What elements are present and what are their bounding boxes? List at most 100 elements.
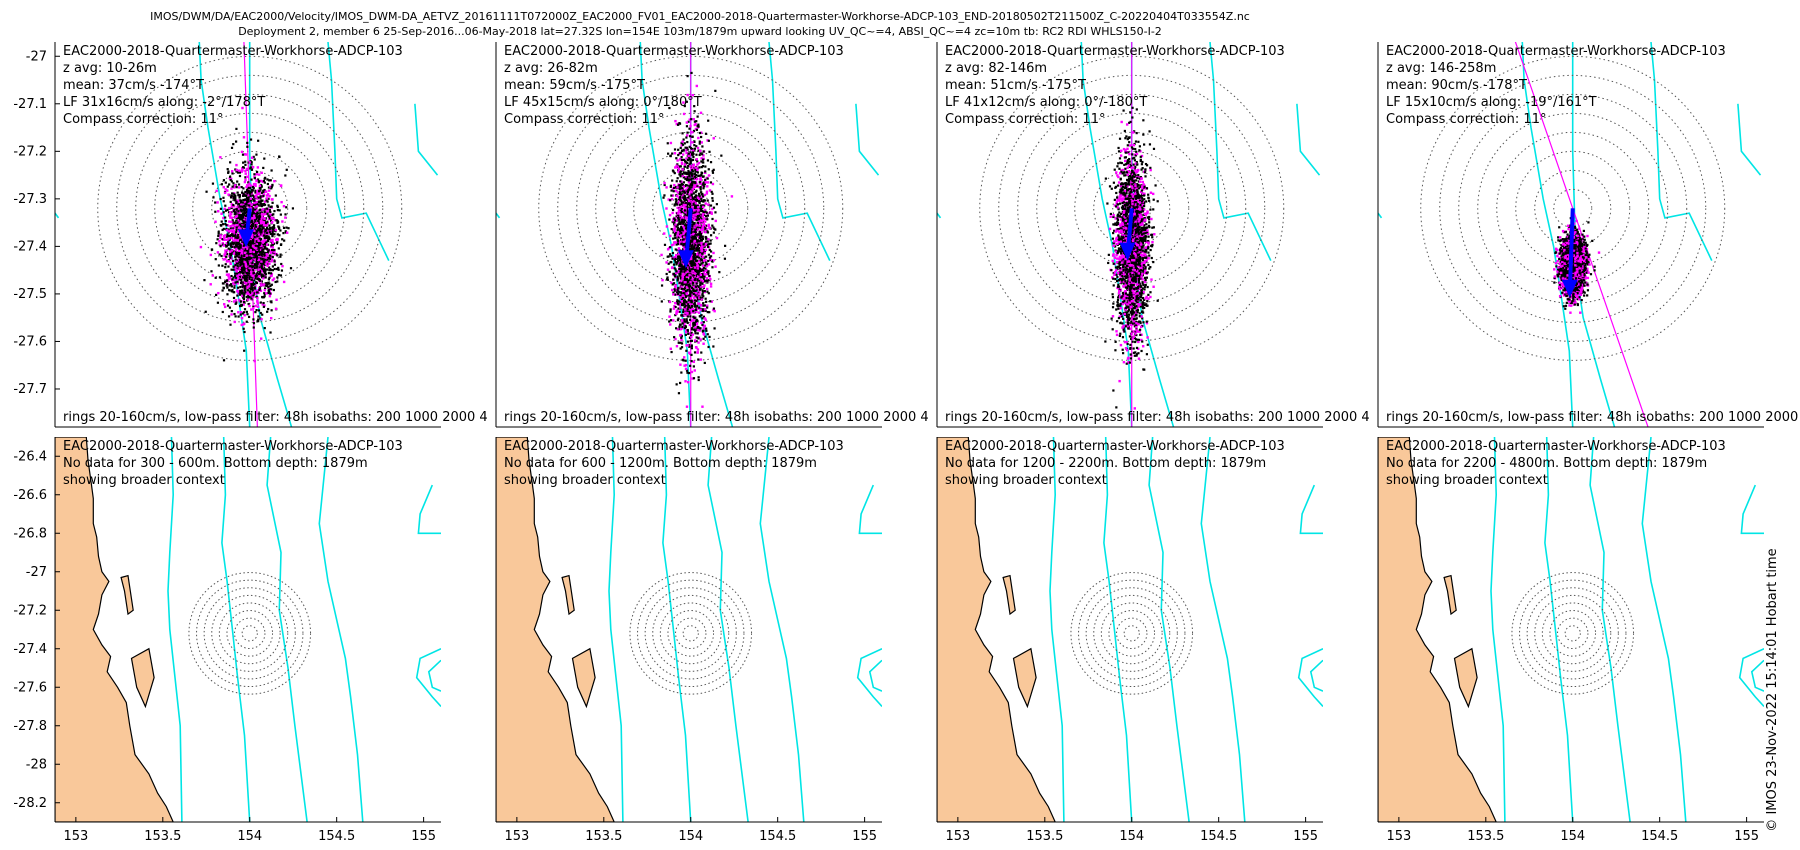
raw-point	[249, 199, 252, 202]
y-tick-label: -27.3	[13, 192, 47, 207]
lowpass-point	[669, 234, 672, 238]
raw-point	[254, 216, 257, 220]
raw-point	[250, 278, 253, 281]
raw-point	[279, 274, 283, 277]
raw-point	[254, 263, 257, 266]
lowpass-point	[704, 269, 707, 273]
raw-point	[275, 242, 279, 245]
raw-point	[245, 271, 248, 275]
lowpass-point	[704, 258, 707, 262]
lowpass-point	[229, 211, 232, 214]
lowpass-point	[226, 224, 230, 227]
raw-point	[673, 289, 677, 292]
raw-point	[231, 245, 234, 248]
raw-point	[248, 203, 251, 206]
raw-point	[267, 214, 270, 217]
raw-point	[217, 230, 220, 233]
lowpass-point	[686, 266, 689, 270]
raw-point	[674, 305, 677, 309]
lowpass-point	[254, 304, 257, 308]
lowpass-point	[232, 229, 235, 233]
lowpass-point	[675, 122, 678, 126]
raw-point	[258, 226, 261, 229]
lowpass-point	[229, 216, 232, 219]
lowpass-point	[680, 233, 683, 237]
raw-point	[233, 208, 236, 211]
raw-point	[701, 252, 704, 255]
lowpass-point	[702, 327, 705, 330]
raw-point	[259, 317, 262, 320]
raw-point	[702, 187, 705, 190]
raw-point	[240, 216, 244, 220]
lowpass-point	[265, 243, 269, 246]
raw-point	[219, 207, 223, 210]
raw-point	[665, 272, 668, 276]
raw-point	[266, 226, 269, 229]
raw-point	[212, 196, 215, 199]
raw-point	[224, 280, 227, 284]
raw-point	[257, 212, 260, 216]
lowpass-point	[699, 358, 703, 361]
raw-point	[249, 244, 252, 247]
lowpass-point	[257, 258, 260, 262]
raw-point	[246, 249, 249, 252]
raw-point	[663, 194, 666, 197]
raw-point	[256, 277, 259, 280]
raw-point	[694, 228, 698, 231]
raw-point	[283, 239, 286, 242]
raw-point	[679, 271, 682, 274]
raw-point	[704, 255, 708, 258]
raw-point	[699, 216, 702, 219]
lowpass-point	[262, 213, 265, 216]
raw-point	[240, 303, 244, 307]
raw-point	[263, 181, 266, 184]
raw-point	[700, 193, 703, 196]
raw-point	[692, 302, 695, 306]
raw-point	[247, 272, 250, 275]
raw-point	[689, 247, 692, 250]
raw-point	[258, 269, 262, 272]
raw-point	[262, 268, 265, 271]
raw-point	[247, 262, 250, 265]
raw-point	[686, 315, 689, 318]
raw-point	[683, 306, 686, 309]
y-tick-label: -27	[26, 49, 47, 64]
raw-point	[260, 211, 264, 214]
raw-point	[255, 229, 258, 232]
raw-point	[260, 231, 263, 234]
lowpass-point	[273, 250, 276, 254]
raw-point	[271, 184, 274, 187]
raw-point	[235, 277, 238, 280]
lowpass-point	[243, 314, 246, 317]
raw-point	[679, 381, 682, 385]
raw-point	[222, 196, 225, 199]
lowpass-point	[250, 308, 253, 311]
lowpass-point	[249, 184, 253, 187]
lowpass-point	[232, 205, 236, 208]
lowpass-point	[222, 258, 225, 261]
lowpass-point	[228, 220, 231, 223]
raw-point	[671, 152, 674, 155]
lowpass-point	[668, 213, 672, 217]
raw-point	[707, 119, 710, 122]
lowpass-point	[269, 274, 273, 278]
lowpass-point	[248, 182, 251, 185]
isobath-line	[414, 103, 439, 176]
raw-point	[255, 259, 258, 263]
raw-point	[698, 142, 701, 145]
raw-point	[682, 292, 685, 295]
lowpass-point	[674, 223, 677, 226]
lowpass-point	[696, 146, 700, 150]
lowpass-point	[271, 278, 274, 282]
raw-point	[691, 181, 694, 185]
raw-point	[692, 254, 695, 257]
lowpass-point	[230, 203, 234, 206]
raw-point	[669, 319, 673, 322]
lowpass-point	[700, 196, 703, 199]
raw-point	[712, 307, 716, 310]
lowpass-point	[681, 209, 685, 213]
lowpass-point	[698, 254, 702, 257]
lowpass-point	[261, 241, 264, 244]
raw-point	[672, 263, 676, 266]
raw-point	[698, 131, 702, 135]
